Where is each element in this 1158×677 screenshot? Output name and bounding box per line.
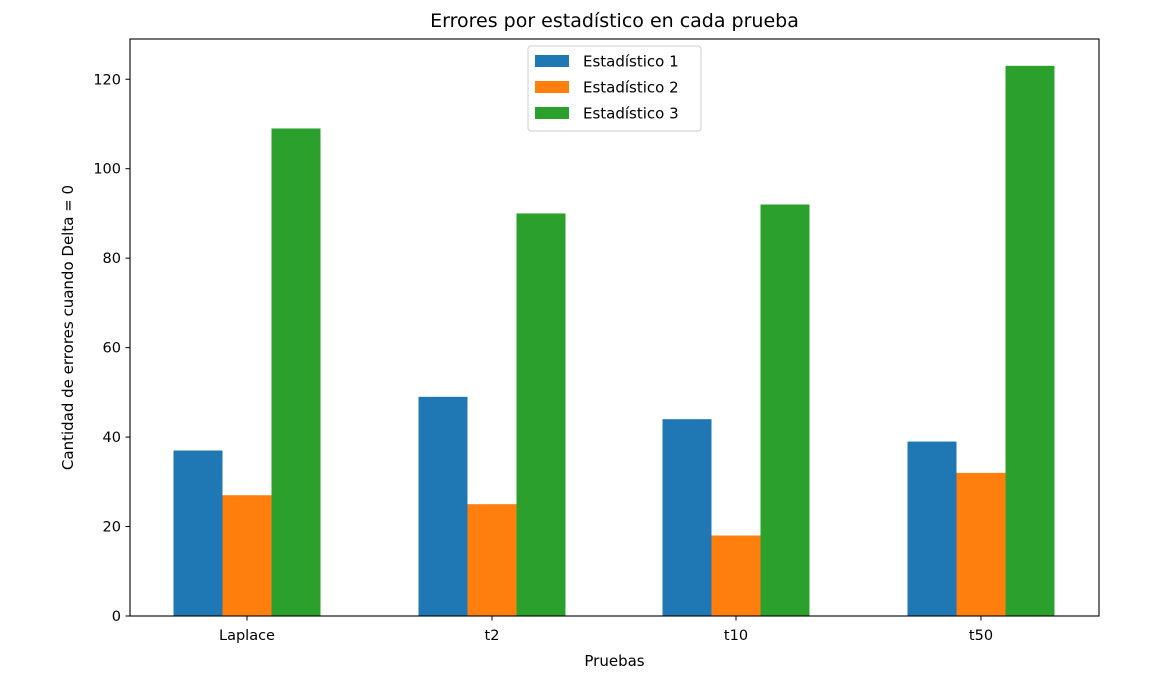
legend-box — [527, 45, 702, 132]
bar-s1-laplace — [173, 450, 223, 616]
legend: Estadístico 1 Estadístico 2 Estadístico 3 — [527, 45, 702, 132]
y-tick-label: 100 — [93, 162, 121, 178]
x-tick-label: Laplace — [219, 628, 275, 644]
chart-title: Errores por estadístico en cada prueba — [430, 10, 799, 32]
x-axis-ticks: Laplace t2 t10 t50 — [219, 616, 993, 644]
legend-swatch-3 — [535, 107, 569, 119]
bar-s2-t10 — [711, 535, 761, 616]
y-axis-ticks: 0 20 40 60 80 100 120 — [93, 72, 130, 625]
y-tick-label: 60 — [103, 341, 121, 357]
bar-s1-t10 — [662, 419, 712, 616]
bar-s3-t2 — [516, 213, 566, 616]
legend-label-1: Estadístico 1 — [583, 53, 679, 71]
bar-s1-t2 — [418, 396, 468, 616]
bar-s3-t50 — [1005, 65, 1055, 616]
bar-s3-t10 — [760, 204, 810, 616]
bar-s3-laplace — [271, 128, 321, 616]
y-tick-label: 0 — [112, 609, 121, 625]
bar-s1-t50 — [907, 441, 957, 616]
y-axis-label: Cantidad de errores cuando Delta = 0 — [59, 185, 77, 470]
bar-s2-t2 — [467, 504, 517, 616]
y-tick-label: 40 — [103, 430, 121, 446]
bars-group — [173, 65, 1055, 616]
x-tick-label: t10 — [724, 628, 748, 644]
bar-s2-t50 — [956, 472, 1006, 616]
legend-swatch-2 — [535, 81, 569, 93]
y-tick-label: 80 — [103, 251, 121, 267]
legend-entries: Estadístico 1 Estadístico 2 Estadístico 3 — [535, 53, 679, 123]
x-tick-label: t2 — [485, 628, 500, 644]
legend-label-2: Estadístico 2 — [583, 79, 679, 97]
bar-s2-laplace — [222, 495, 272, 616]
y-tick-label: 120 — [93, 72, 121, 88]
legend-label-3: Estadístico 3 — [583, 105, 679, 123]
x-tick-label: t50 — [969, 628, 993, 644]
y-tick-label: 20 — [103, 520, 121, 536]
legend-swatch-1 — [535, 55, 569, 67]
x-axis-label: Pruebas — [584, 652, 644, 670]
plot-border — [129, 38, 1100, 617]
plot-area — [129, 38, 1100, 617]
